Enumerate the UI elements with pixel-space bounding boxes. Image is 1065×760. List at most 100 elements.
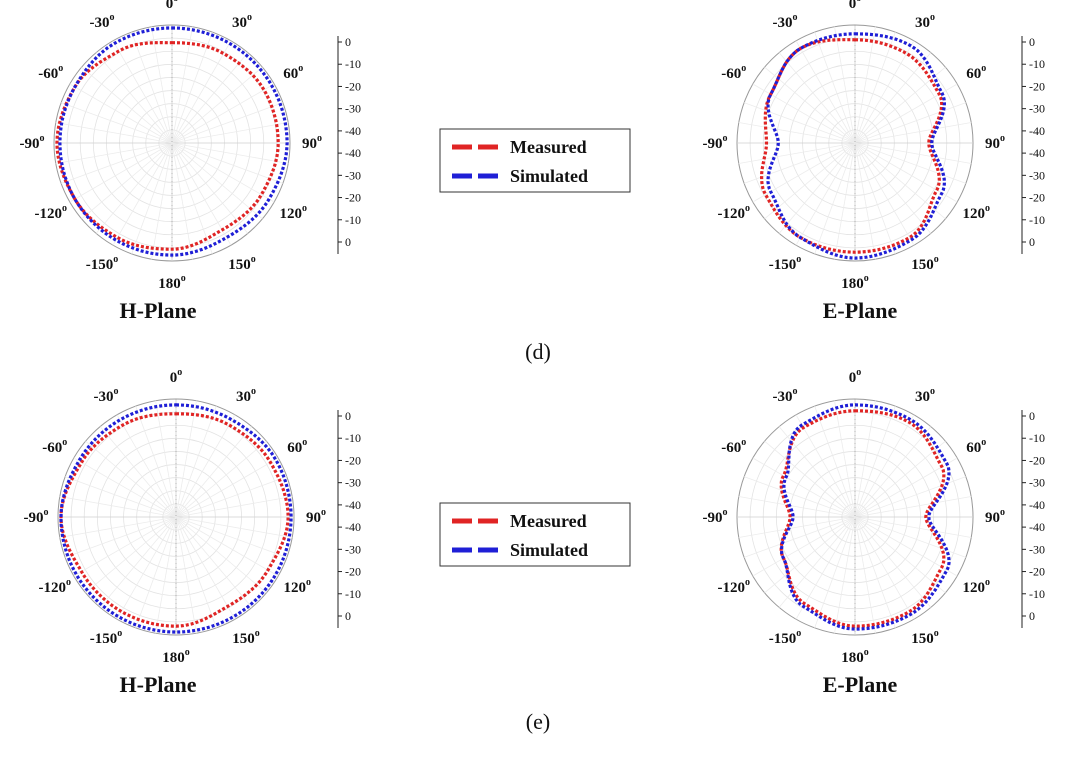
polar-grid-spoke [795, 40, 856, 144]
polar-grid-spoke [834, 142, 856, 260]
db-scale-label: -20 [345, 453, 361, 467]
polar-grid-spoke [854, 142, 876, 260]
db-scale-label: -10 [345, 213, 361, 227]
polar-grid-spoke [55, 122, 173, 144]
polar-grid-spoke [175, 516, 217, 629]
db-scale-label: -20 [1029, 453, 1045, 467]
polar-grid-spoke [854, 496, 972, 518]
polar-grid-spoke [59, 496, 177, 518]
legend-box [439, 128, 631, 193]
polar-grid-spoke [64, 476, 177, 518]
db-scale-label: -10 [1029, 57, 1045, 71]
polar-grid-spoke [854, 516, 876, 634]
series-measured-curve [779, 409, 946, 628]
polar-grid-spoke [116, 414, 177, 518]
angle-tick-label: 90o [302, 133, 322, 152]
polar-grid-spoke [73, 516, 177, 577]
polar-grid-spoke [738, 496, 856, 518]
chart-title-e-e: E-Plane [823, 672, 898, 697]
angle-tick-label: -30o [773, 12, 798, 31]
db-scale-label: 0 [345, 609, 351, 623]
polar-grid-spoke [854, 52, 932, 144]
polar-grid-spoke [95, 142, 173, 234]
polar-grid-spoke [175, 516, 267, 594]
db-scale-label: -20 [345, 565, 361, 579]
angle-tick-label: 30o [915, 386, 935, 405]
db-scale-label: 0 [1029, 609, 1035, 623]
polar-grid-spoke [60, 142, 173, 184]
angle-tick-label: 60o [966, 437, 986, 456]
polar-grid-spoke [175, 516, 288, 558]
polar-grid-spoke [814, 142, 856, 255]
db-scale-label: -40 [1029, 520, 1045, 534]
series-simulated-curve [779, 403, 951, 631]
polar-grid-spoke [60, 102, 173, 144]
polar-grid-spoke [69, 83, 173, 144]
polar-grid-spoke [854, 142, 896, 255]
polar-grid-spoke [171, 83, 275, 144]
legend-d: Measured Simulated [439, 128, 631, 193]
polar-grid-spoke [854, 122, 972, 144]
polar-grid-spoke [854, 66, 946, 144]
db-scale-label: 0 [345, 409, 351, 423]
polar-grid-spoke [854, 516, 932, 608]
polar-grid-spoke [738, 122, 856, 144]
angle-tick-label: -60o [42, 437, 67, 456]
db-scale-label: -30 [1029, 476, 1045, 490]
polar-grid-spoke [171, 31, 213, 144]
polar-grid-spoke [175, 414, 236, 518]
polar-grid-spoke [175, 516, 293, 538]
angle-tick-label: 0o [849, 0, 862, 12]
polar-grid-spoke [738, 516, 856, 538]
polar-grid-spoke [795, 414, 856, 518]
polar-grid-spoke [854, 40, 915, 144]
polar-grid-spoke [175, 516, 236, 620]
angle-tick-label: 150o [911, 628, 939, 647]
polar-grid-spoke [131, 142, 173, 255]
angle-tick-label: 0o [166, 0, 179, 12]
polar-grid-spoke [175, 457, 279, 518]
angle-tick-label: -30o [94, 386, 119, 405]
polar-grid-spoke [814, 31, 856, 144]
polar-grid-spoke [155, 400, 177, 518]
legend-label-simulated: Simulated [510, 166, 588, 186]
chart-title-d-e: E-Plane [823, 298, 898, 323]
db-scale-label: -10 [345, 587, 361, 601]
polar-grid-spoke [854, 142, 972, 164]
angle-tick-label: 60o [283, 63, 303, 82]
polar-grid-spoke [854, 142, 932, 234]
polar-grid-spoke [55, 142, 173, 164]
polar-grid-spoke [171, 142, 232, 246]
polar-grid-spoke [171, 66, 263, 144]
db-scale-label: -40 [1029, 124, 1045, 138]
polar-grid-spoke [752, 516, 856, 577]
polar-chart-e-h-plane: 0o 30o 60o 90o 120o 150o 180o -150o -120o -90o -60… [24, 367, 362, 666]
polar-grid-spoke [854, 31, 896, 144]
polar-grid-spoke [175, 516, 279, 577]
polar-grid-spoke [135, 405, 177, 518]
angle-tick-label: -30o [773, 386, 798, 405]
polar-grid-spoke [112, 40, 173, 144]
polar-grid-spoke [854, 142, 958, 203]
angle-tick-label: -150o [90, 628, 123, 647]
db-scale-label: -30 [345, 542, 361, 556]
polar-grid-spoke [175, 426, 253, 518]
polar-grid-spoke [854, 516, 915, 620]
angle-tick-label: 150o [228, 254, 256, 273]
angle-tick-label: -120o [718, 203, 751, 222]
polar-grid-spoke [171, 40, 232, 144]
angle-tick-label: 120o [962, 577, 990, 596]
polar-grid-spoke [85, 440, 177, 518]
db-scale-label: -20 [1029, 565, 1045, 579]
db-scale-label: -40 [1029, 498, 1045, 512]
polar-grid-spoke [795, 142, 856, 246]
angle-tick-label: -150o [769, 254, 802, 273]
db-scale-label: -30 [345, 476, 361, 490]
series-measured-curve [759, 38, 944, 254]
db-scale-label: -20 [1029, 79, 1045, 93]
db-scale-label: 0 [1029, 235, 1035, 249]
polar-chart-e-e-plane: 0o 30o 60o 90o 120o 150o 180o -150o -120o -90o -60… [703, 367, 1046, 666]
polar-grid-spoke [738, 142, 856, 164]
db-scale-label: -10 [1029, 587, 1045, 601]
polar-grid-spoke [175, 516, 197, 634]
